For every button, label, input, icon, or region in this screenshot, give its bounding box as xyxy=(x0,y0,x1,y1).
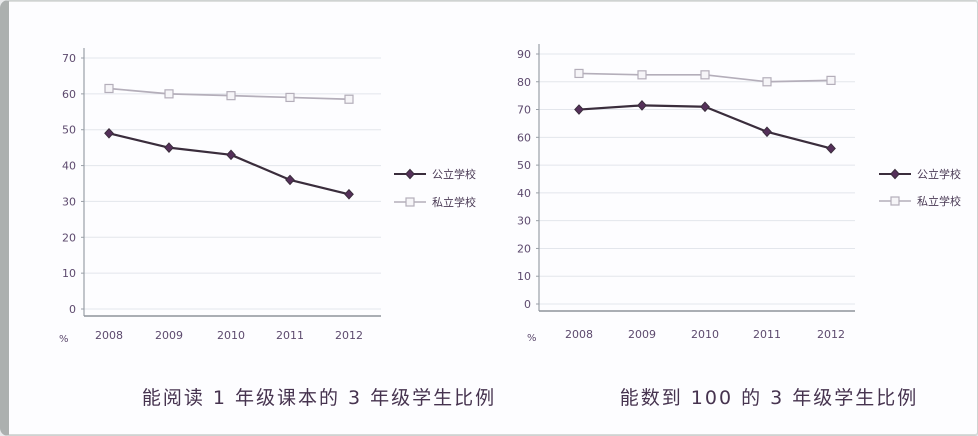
y-tick-label: 80 xyxy=(517,76,531,89)
y-tick-label: 60 xyxy=(517,131,531,144)
x-tick-label: 2009 xyxy=(628,328,656,341)
diamond-marker xyxy=(574,104,584,115)
y-tick-label: 30 xyxy=(517,215,531,228)
x-tick-label: 2009 xyxy=(155,329,183,342)
y-tick-label: 20 xyxy=(517,242,531,255)
square-marker xyxy=(637,70,647,80)
line-chart-counting: 0 10 20 30 40 50 60 70 80 90 2008 2009 2010 2011 2012%… xyxy=(517,44,961,344)
x-tick-label: 2011 xyxy=(753,328,781,341)
y-tick-label: 70 xyxy=(517,104,531,117)
x-tick-label: 2008 xyxy=(565,328,593,341)
y-tick-label: 30 xyxy=(62,195,76,208)
y-tick-label: 70 xyxy=(62,52,76,65)
diamond-marker xyxy=(104,127,114,139)
square-marker xyxy=(104,83,114,94)
y-tick-label: 10 xyxy=(62,267,76,280)
square-marker xyxy=(405,197,415,207)
legend-label: 公立学校 xyxy=(917,167,961,181)
diamond-marker xyxy=(700,101,710,113)
square-marker xyxy=(826,75,836,85)
square-marker xyxy=(164,89,174,99)
y-tick-label: 40 xyxy=(517,187,531,200)
y-axis-labels: 0 10 20 30 40 50 60 70 80 90 xyxy=(517,48,531,311)
series-private-school xyxy=(104,83,354,104)
y-tick-label: 60 xyxy=(62,88,76,101)
chart-caption-reading: 能阅读 1 年级课本的 3 年级学生比例 xyxy=(141,387,497,409)
diamond-marker xyxy=(890,168,900,180)
x-tick-label: 2010 xyxy=(217,329,245,342)
diamond-marker xyxy=(344,188,354,200)
series-private-school xyxy=(574,68,836,87)
diamond-marker xyxy=(826,143,836,154)
x-tick-label: 2010 xyxy=(691,328,719,341)
y-tick-label: 0 xyxy=(69,303,76,316)
diamond-marker xyxy=(226,149,236,161)
diamond-marker xyxy=(762,126,772,138)
x-tick-label: 2008 xyxy=(95,329,123,342)
y-axis-unit-label: % xyxy=(527,333,537,344)
y-axis-labels: 0 10 20 30 40 50 60 70 xyxy=(62,52,76,316)
series-public-school xyxy=(574,100,836,154)
gridlines xyxy=(536,53,855,305)
square-marker xyxy=(344,94,354,104)
y-tick-label: 20 xyxy=(62,231,76,244)
x-tick-label: 2012 xyxy=(335,329,363,342)
square-marker xyxy=(285,92,295,103)
series-public-school xyxy=(104,127,354,200)
line-chart-reading: 0 10 20 30 40 50 60 70 2008 2009 2010 2011 2012% 公立学校… xyxy=(59,48,476,345)
y-tick-label: 0 xyxy=(524,298,531,311)
diamond-marker xyxy=(405,168,415,180)
square-marker xyxy=(762,77,772,87)
series-line xyxy=(108,132,350,196)
diamond-marker xyxy=(285,174,295,186)
y-tick-label: 50 xyxy=(517,159,531,172)
x-tick-label: 2012 xyxy=(817,328,845,341)
legend-label: 公立学校 xyxy=(432,167,476,181)
y-tick-label: 50 xyxy=(62,124,76,137)
x-axis-labels: 2008 2009 2010 2011 2012 xyxy=(95,329,363,342)
diamond-marker xyxy=(637,100,647,111)
y-tick-label: 90 xyxy=(517,48,531,61)
chart-caption-counting: 能数到 100 的 3 年级学生比例 xyxy=(619,387,919,409)
x-tick-label: 2011 xyxy=(276,329,304,342)
square-marker xyxy=(226,91,236,101)
y-tick-label: 40 xyxy=(62,160,76,173)
square-marker xyxy=(700,70,710,80)
legend-label: 私立学校 xyxy=(917,194,961,208)
square-marker xyxy=(890,196,900,206)
legend-label: 私立学校 xyxy=(432,195,476,209)
y-tick-label: 10 xyxy=(517,270,531,283)
square-marker xyxy=(574,68,584,79)
diamond-marker xyxy=(164,142,174,153)
x-axis-labels: 2008 2009 2010 2011 2012 xyxy=(565,328,845,341)
y-axis-unit-label: % xyxy=(59,334,69,345)
